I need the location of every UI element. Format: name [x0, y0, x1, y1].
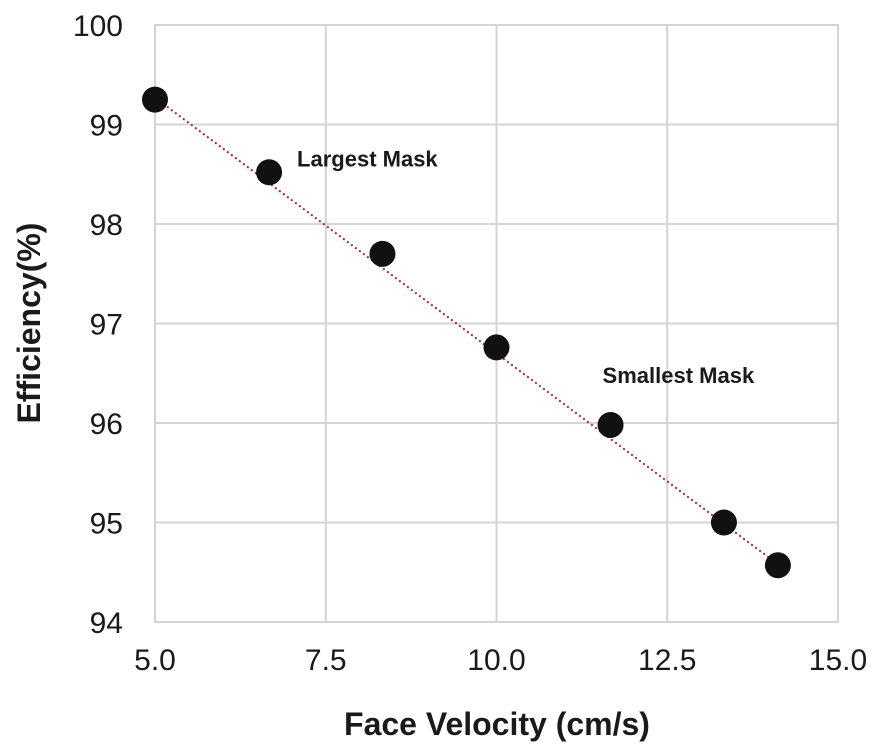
y-axis-title: Efficiency(%): [11, 223, 47, 424]
data-point-5: [710, 509, 737, 536]
x-tick-label: 15.0: [809, 644, 867, 677]
y-tick-label: 97: [90, 309, 123, 342]
x-tick-label: 7.5: [305, 644, 347, 677]
y-tick-label: 99: [90, 110, 123, 143]
y-tick-label: 94: [90, 607, 123, 640]
trend-line: [154, 96, 779, 566]
data-point-4: [597, 411, 624, 438]
y-tick-label: 98: [90, 209, 123, 242]
data-point-6: [764, 552, 791, 579]
y-tick-label: 95: [90, 508, 123, 541]
annotations: Largest Mask Smallest Mask: [297, 146, 755, 388]
trend-line-layer: [154, 96, 779, 566]
y-tick-label: 100: [73, 10, 123, 43]
tick-labels: 5.0 7.5 10.0 12.5 15.0 94 95 96 97 98 99 100: [73, 10, 867, 677]
annotation-label: Smallest Mask: [603, 363, 755, 388]
gridlines: [154, 24, 839, 623]
annotation-label: Largest Mask: [297, 146, 438, 171]
x-tick-label: 5.0: [134, 644, 176, 677]
x-axis-title: Face Velocity (cm/s): [344, 706, 650, 742]
x-tick-label: 10.0: [467, 644, 525, 677]
data-point-1: [256, 159, 283, 186]
data-points: [142, 86, 791, 579]
plot-frame: [154, 24, 839, 623]
data-point-3: [483, 334, 510, 361]
data-point-2: [369, 240, 396, 267]
y-tick-label: 96: [90, 408, 123, 441]
data-point-0: [142, 86, 168, 113]
x-tick-label: 12.5: [638, 644, 696, 677]
